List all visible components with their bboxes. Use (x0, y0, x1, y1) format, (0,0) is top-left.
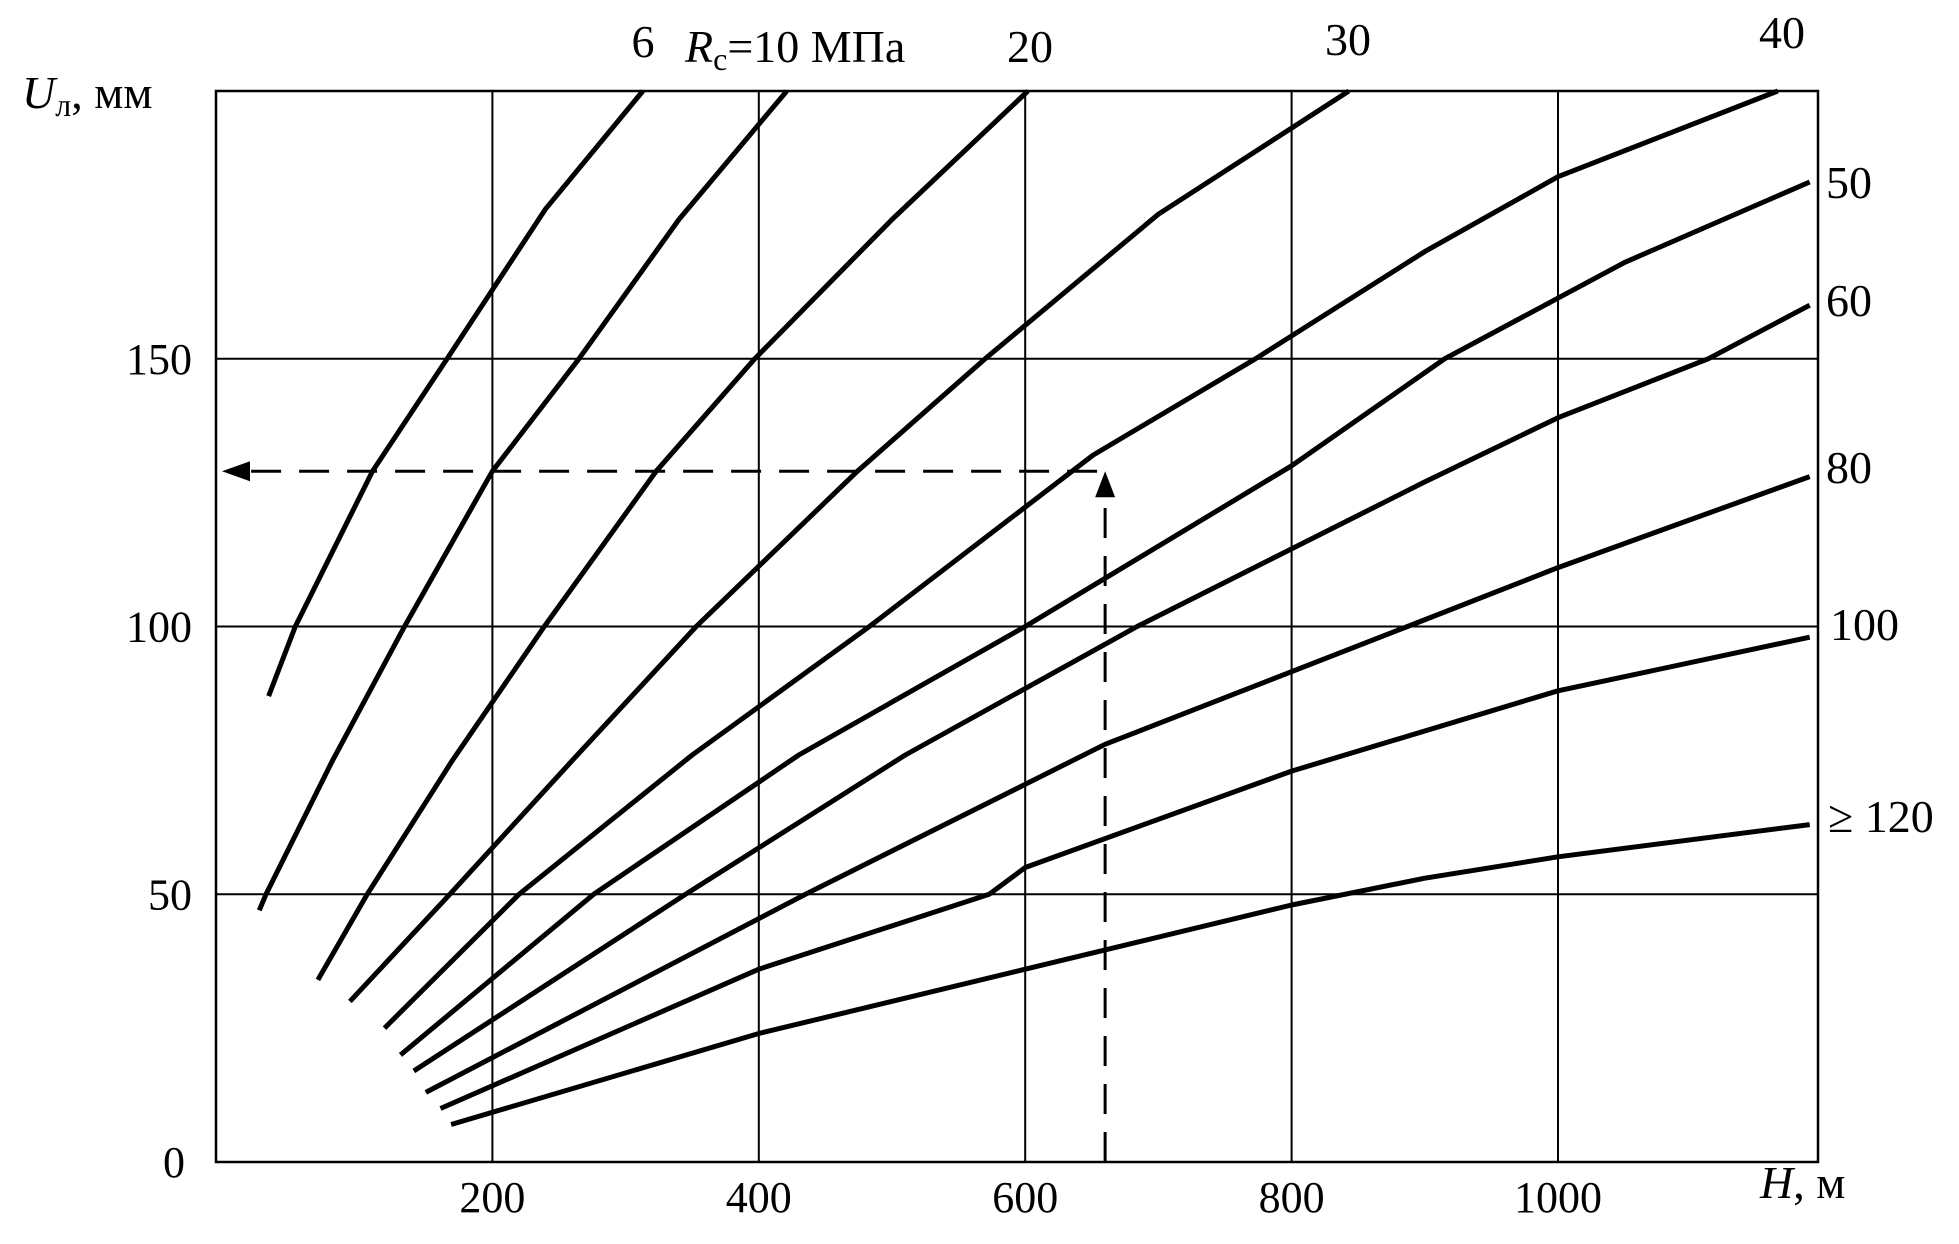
arrow-up-icon (1095, 471, 1116, 498)
curve-rc-60 (412, 302, 1811, 1074)
curve-label-80: 80 (1826, 442, 1872, 493)
y-tick-label: 50 (148, 870, 192, 919)
curve-label-6: 6 (632, 16, 655, 67)
x-axis-label: H, м (1759, 1157, 1845, 1208)
curve-rc-50 (398, 179, 1811, 1057)
curve-rc-30 (348, 88, 1351, 1004)
y-tick-label: 0 (163, 1138, 185, 1187)
curve-label-50: 50 (1826, 157, 1872, 208)
curve-rc-6 (266, 89, 645, 697)
curve-rc-120 (450, 822, 1811, 1127)
arrow-left-icon (222, 461, 250, 482)
curve-label-20: 20 (1007, 21, 1053, 72)
y-tick-label: 150 (126, 335, 192, 384)
curve-rc-20 (315, 89, 1030, 982)
x-tick-label: 400 (726, 1173, 792, 1222)
curve-rc-100 (439, 634, 1811, 1111)
curve-label-120: ≥ 120 (1828, 791, 1934, 842)
curve-rc-10 (256, 89, 789, 912)
x-tick-label: 200 (459, 1173, 525, 1222)
curve-labels: 6 20 30 40 50 60 80 100 ≥ 120 (632, 7, 1934, 842)
curve-label-60: 60 (1826, 275, 1872, 326)
curve-rc-80 (424, 474, 1811, 1095)
x-tick-label: 1000 (1514, 1173, 1602, 1222)
reading-annotation (222, 461, 1116, 1162)
x-tick-label: 600 (992, 1173, 1058, 1222)
y-axis-label: Uл, мм (22, 67, 152, 123)
grid (214, 89, 1820, 1164)
curve-label-100: 100 (1830, 599, 1899, 650)
y-tick-label: 100 (126, 603, 192, 652)
x-tick-label: 800 (1259, 1173, 1325, 1222)
tick-labels: 200 400 600 800 1000 0 50 100 150 (126, 335, 1602, 1222)
series-parameter-label: Rс=10 МПа (684, 21, 905, 77)
curve-label-40: 40 (1759, 7, 1805, 58)
curves (256, 88, 1811, 1127)
curve-label-30: 30 (1325, 14, 1371, 65)
curve-rc-40 (382, 88, 1779, 1030)
